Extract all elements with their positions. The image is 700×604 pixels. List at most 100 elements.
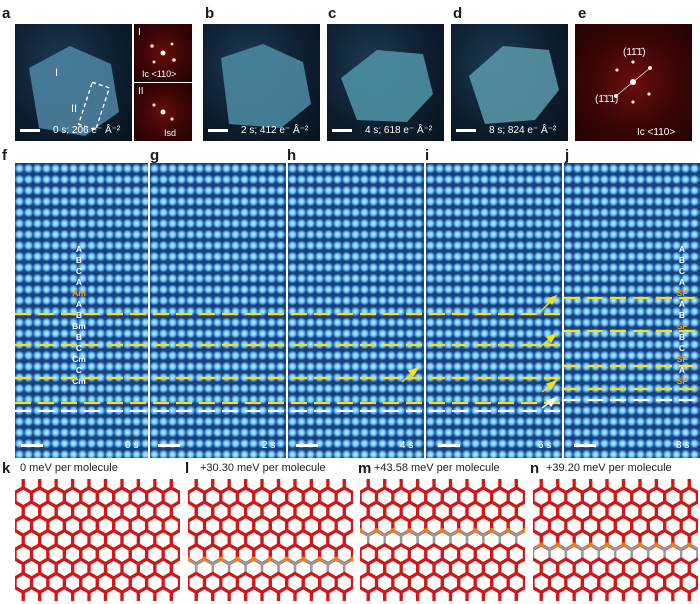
fft-inset-I-roman: I bbox=[138, 27, 141, 38]
stacking-letter: B bbox=[75, 332, 83, 342]
molecular-model-n bbox=[533, 479, 698, 601]
ice-ring bbox=[695, 490, 698, 505]
ice-ring bbox=[309, 585, 330, 601]
ice-ring bbox=[696, 547, 698, 561]
ice-ring bbox=[671, 585, 691, 601]
panel-label-a: a bbox=[2, 5, 11, 22]
hexagonal-ice-lattice-k bbox=[15, 479, 180, 601]
panel-label-m: m bbox=[358, 460, 372, 477]
defect-molecule bbox=[374, 528, 379, 533]
ice-ring bbox=[276, 585, 297, 601]
stacking-letter: A bbox=[678, 244, 686, 254]
panel-label-b: b bbox=[205, 5, 215, 22]
ice-ring bbox=[399, 585, 420, 601]
tem-image-c: 4 s; 618 e⁻ Å⁻² bbox=[327, 24, 444, 141]
ice-ring bbox=[342, 585, 353, 601]
scale-bar-j bbox=[574, 444, 596, 447]
scale-bar-g bbox=[158, 444, 180, 447]
ice-ring bbox=[177, 547, 180, 562]
ice-ring bbox=[415, 585, 436, 601]
ice-ring bbox=[556, 585, 576, 601]
defect-molecule bbox=[456, 528, 462, 533]
panel-label-n: n bbox=[530, 460, 540, 477]
defect-molecule bbox=[604, 542, 610, 548]
stacking-letter: SF bbox=[676, 354, 688, 364]
panel-label-l: l bbox=[185, 460, 190, 477]
tem-image-d: 8 s; 824 e⁻ Å⁻² bbox=[451, 24, 568, 141]
ice-ring bbox=[38, 585, 58, 601]
ice-ring bbox=[481, 585, 502, 601]
ice-ring bbox=[514, 585, 525, 601]
caption-c: 4 s; 618 e⁻ Å⁻² bbox=[365, 125, 433, 136]
ice-ring bbox=[227, 585, 248, 601]
ice-ring bbox=[136, 585, 157, 601]
defect-molecule bbox=[670, 542, 676, 548]
fft-spots-e bbox=[614, 60, 652, 104]
defect-molecule bbox=[571, 542, 577, 548]
ice-ring bbox=[54, 585, 75, 601]
stacking-letter: SF bbox=[676, 288, 688, 298]
stacking-letter: C bbox=[678, 343, 686, 353]
panel-label-e: e bbox=[578, 5, 587, 22]
defect-molecule bbox=[333, 556, 339, 562]
ice-ring bbox=[432, 585, 453, 601]
stacking-letter: Bm bbox=[72, 321, 86, 331]
hrtem-image-f: A B C A Am A B Bm B C Cm C Cm 0 s bbox=[15, 163, 148, 458]
region-label-II: II bbox=[71, 103, 78, 115]
scale-bar-f bbox=[21, 444, 43, 447]
defect-molecule bbox=[284, 556, 290, 562]
defect-molecule bbox=[588, 542, 593, 548]
time-label-g: 2 s bbox=[262, 440, 276, 451]
molecular-model-m bbox=[360, 479, 525, 601]
ice-ring bbox=[350, 518, 353, 533]
ice-ring bbox=[120, 585, 141, 601]
molecular-model-l bbox=[188, 479, 353, 601]
stacking-letter: Cm bbox=[72, 376, 86, 386]
fft-inset-I-text: Ic <110> bbox=[142, 69, 177, 79]
panel-label-c: c bbox=[328, 5, 337, 22]
defect-molecule bbox=[621, 542, 626, 548]
stacking-letter: SF bbox=[676, 376, 688, 386]
ice-ring bbox=[588, 585, 609, 601]
ice-ring bbox=[465, 585, 486, 601]
time-label-h: 4 s bbox=[400, 440, 414, 451]
caption-d: 8 s; 824 e⁻ Å⁻² bbox=[489, 125, 557, 136]
crystal-b bbox=[221, 44, 311, 128]
hrtem-image-j: A B C A SF A B SF B C SF A SF 8 s bbox=[564, 163, 700, 458]
ice-ring bbox=[654, 585, 675, 601]
defect-molecule bbox=[390, 528, 396, 533]
ice-ring bbox=[194, 585, 215, 601]
ice-ring bbox=[169, 585, 180, 601]
energy-label-n: +39.20 meV per molecule bbox=[546, 462, 672, 474]
ice-ring bbox=[350, 547, 353, 562]
panel-label-k: k bbox=[2, 460, 11, 477]
fft-inset-II: II Isd bbox=[134, 83, 192, 141]
defect-molecule bbox=[317, 556, 323, 562]
defect-molecule bbox=[637, 542, 643, 548]
ice-ring bbox=[695, 518, 698, 533]
ice-ring bbox=[366, 585, 387, 601]
fft-inset-II-text: Isd bbox=[164, 128, 177, 138]
stacking-letter: A bbox=[75, 244, 83, 254]
ice-ring bbox=[522, 575, 525, 590]
time-label-i: 6 s bbox=[538, 440, 552, 451]
ice-ring bbox=[177, 518, 180, 533]
ice-ring bbox=[260, 585, 281, 601]
fft-image-e: (11̄1̄) (1̄1̄1) Ic <110> bbox=[575, 24, 692, 141]
time-label-j: 8 s bbox=[676, 440, 690, 451]
caption-a: 0 s; 206 e⁻ Å⁻² bbox=[53, 125, 121, 136]
stacking-sequence-j: A B C A SF A B SF B C SF A SF bbox=[670, 245, 694, 388]
crystal-a bbox=[29, 46, 119, 136]
defect-molecule bbox=[654, 542, 659, 548]
stacking-letter: B bbox=[678, 255, 686, 265]
hexagonal-ice-lattice-n bbox=[533, 479, 698, 601]
region-label-I: I bbox=[55, 67, 59, 79]
hexagonal-ice-lattice-m bbox=[360, 479, 525, 601]
defect-molecule bbox=[300, 556, 306, 562]
defect-molecule bbox=[251, 556, 257, 562]
crystal-d bbox=[469, 46, 559, 124]
ice-ring bbox=[243, 585, 264, 601]
molecular-model-k bbox=[15, 479, 180, 601]
tem-image-a: I II 0 s; 206 e⁻ Å⁻² bbox=[15, 24, 132, 141]
stacking-letter: B bbox=[678, 310, 686, 320]
